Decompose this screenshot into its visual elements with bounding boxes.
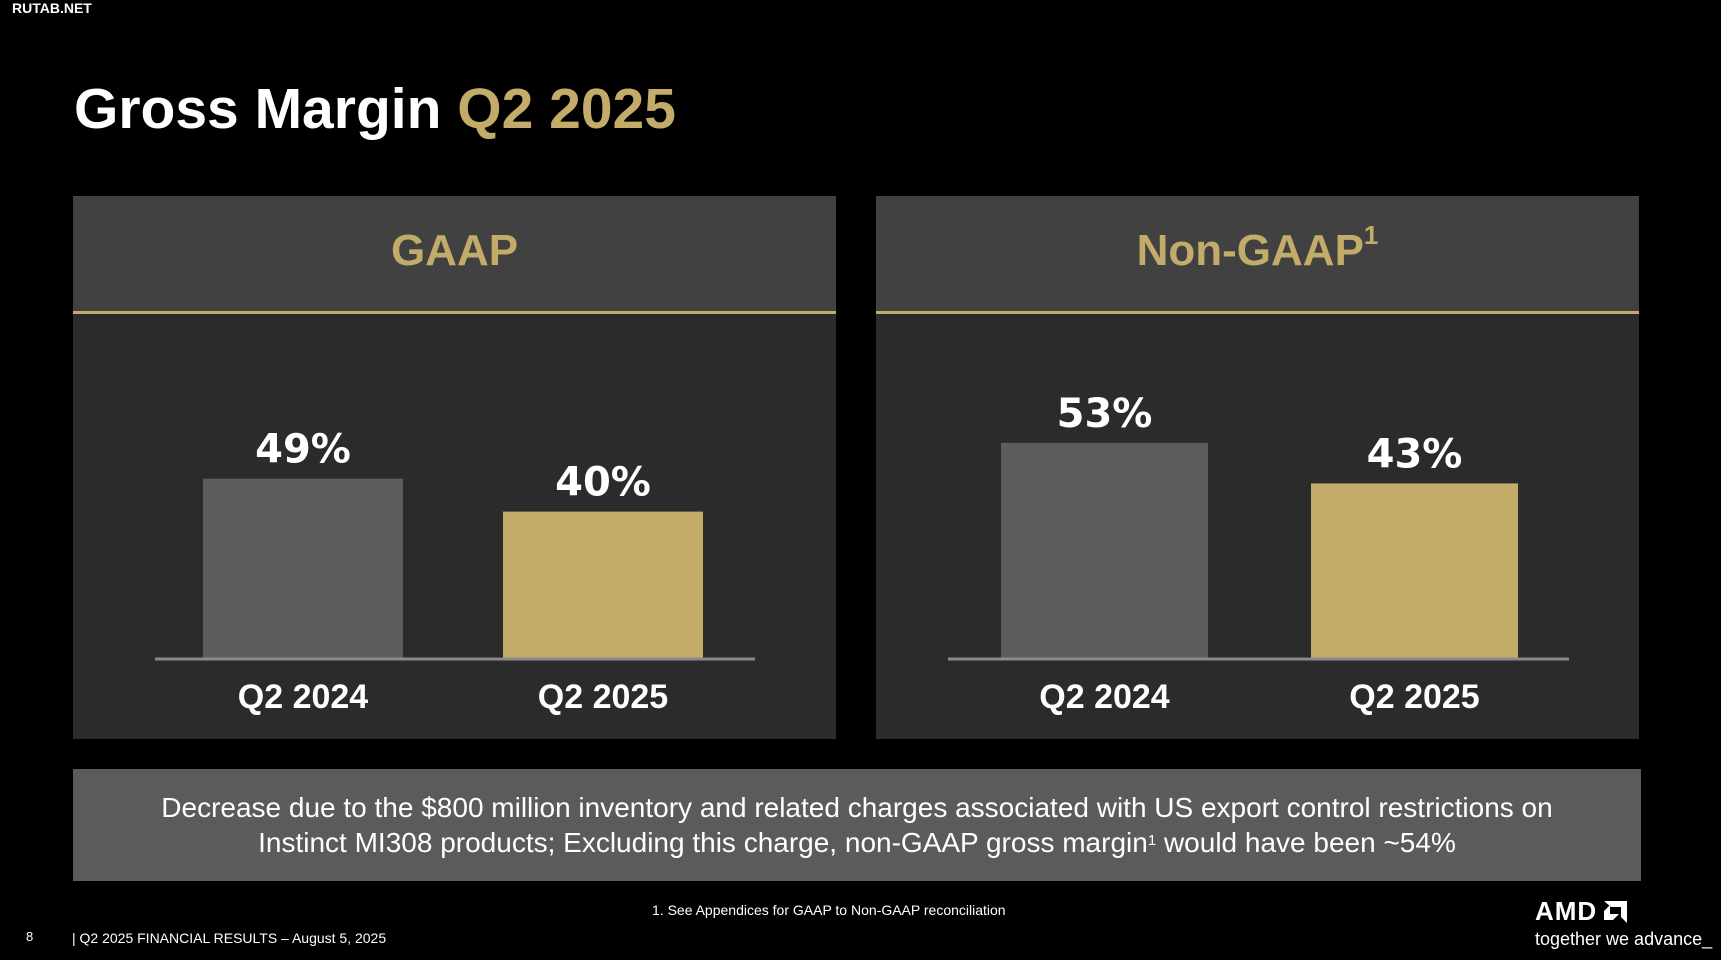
non-gaap-panel-header: Non-GAAP1 — [876, 196, 1639, 314]
note-box: Decrease due to the $800 million invento… — [73, 769, 1641, 881]
title-accent: Q2 2025 — [457, 77, 676, 141]
footer-text: | Q2 2025 FINANCIAL RESULTS – August 5, … — [72, 930, 387, 946]
page-title: Gross Margin Q2 2025 — [74, 76, 676, 142]
non-gaap-data-label-1: 43% — [1367, 431, 1463, 477]
non-gaap-panel: Non-GAAP1 53% Q2 2024 43% Q2 2025 — [876, 196, 1639, 739]
non-gaap-bar-1 — [1311, 483, 1518, 658]
gaap-panel-header: GAAP — [73, 196, 836, 314]
gaap-chart: 49% Q2 2024 40% Q2 2025 — [155, 427, 755, 716]
gaap-data-label-1: 40% — [555, 460, 651, 506]
note-line-1: Decrease due to the $800 million invento… — [161, 792, 1553, 823]
gaap-category-label-0: Q2 2024 — [238, 678, 369, 716]
logo-wordmark-text: AMD — [1535, 896, 1598, 926]
gaap-heading: GAAP — [390, 225, 519, 275]
amd-logo: AMD together we advance_ — [1535, 896, 1713, 950]
note-line-2b: would have been ~54% — [1156, 827, 1456, 858]
non-gaap-chart: 53% Q2 2024 43% Q2 2025 — [948, 391, 1569, 716]
logo-wordmark: AMD — [1535, 896, 1711, 927]
logo-tagline: together we advance_ — [1535, 929, 1713, 949]
page-number: 8 — [26, 929, 34, 944]
non-gaap-category-label-0: Q2 2024 — [1039, 678, 1170, 716]
amd-arrow-icon — [1604, 900, 1628, 923]
non-gaap-data-label-0: 53% — [1057, 391, 1153, 437]
non-gaap-category-label-1: Q2 2025 — [1349, 678, 1479, 716]
watermark: RUTAB.NET — [12, 0, 92, 16]
gaap-category-label-1: Q2 2025 — [538, 678, 668, 716]
non-gaap-heading: Non-GAAP1 — [1136, 220, 1379, 276]
gaap-bar-0 — [203, 478, 403, 658]
title-main: Gross Margin — [74, 77, 442, 141]
note-text: Decrease due to the $800 million invento… — [161, 790, 1552, 860]
gaap-panel: GAAP 49% Q2 2024 40% Q2 2025 — [73, 196, 836, 739]
non-gaap-heading-sup: 1 — [1363, 219, 1379, 250]
note-line-2-sup: 1 — [1147, 832, 1157, 849]
note-line-2: Instinct MI308 products; Excluding this … — [161, 825, 1552, 860]
footnote: 1. See Appendices for GAAP to Non-GAAP r… — [652, 902, 1006, 918]
gaap-bar-1 — [503, 511, 703, 658]
note-line-2a: Instinct MI308 products; Excluding this … — [258, 827, 1148, 858]
non-gaap-bar-0 — [1001, 442, 1208, 658]
non-gaap-heading-text: Non-GAAP — [1136, 225, 1364, 275]
gaap-data-label-0: 49% — [255, 427, 351, 473]
